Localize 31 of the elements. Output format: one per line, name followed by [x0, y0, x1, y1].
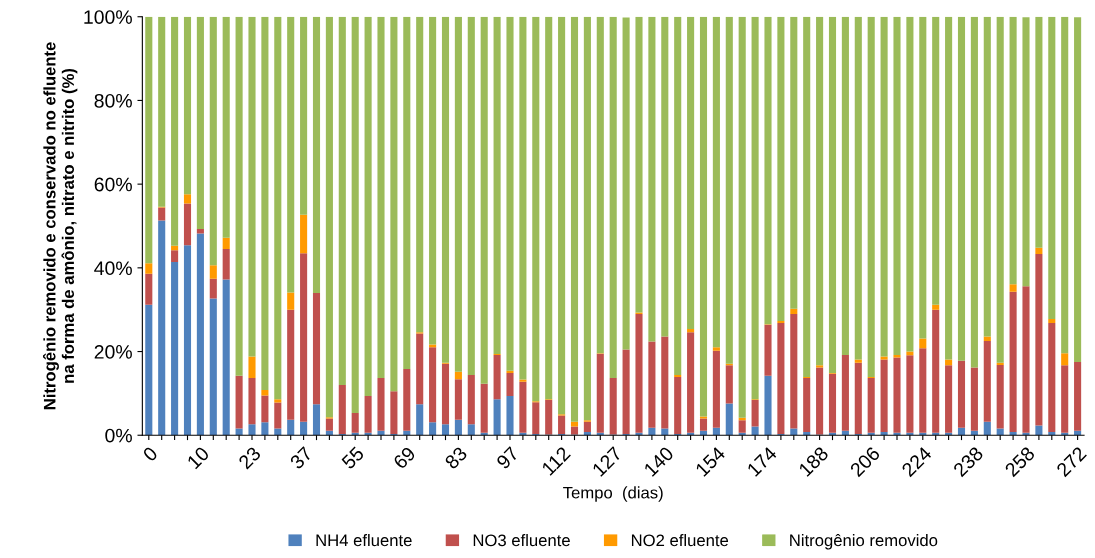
- x-tick-label: 97: [495, 446, 520, 470]
- legend-label: Nitrogênio removido: [790, 533, 938, 550]
- y-axis-title: Nitrogênio removido e conservado no efluente na forma de amônio, nitrato e nitrito (%): [42, 42, 78, 410]
- x-tick-label: 140: [643, 445, 675, 477]
- x-tick-label: 238: [952, 445, 984, 478]
- x-tick-label: 258: [1004, 445, 1036, 478]
- y-tick-label: 60%: [94, 177, 132, 192]
- x-tick-label: 23: [237, 445, 262, 470]
- y-tick-label: 40%: [94, 261, 132, 276]
- x-tick-label: 174: [746, 445, 778, 477]
- x-tick-label: 206: [849, 445, 881, 478]
- legend-label: NO2 efluente: [631, 533, 729, 547]
- y-tick-label: 0%: [105, 428, 132, 443]
- x-tick-label: 55: [340, 446, 365, 470]
- x-tick-label: 10: [186, 445, 210, 470]
- y-tick-label: 20%: [94, 345, 132, 359]
- y-tick-label: 100%: [84, 10, 132, 24]
- x-tick-label: 83: [444, 445, 468, 470]
- x-tick-label: 272: [1055, 446, 1087, 478]
- x-tick-label: 0: [142, 445, 159, 463]
- legend-label: NH4 efluente: [316, 533, 412, 547]
- x-axis-title: Tempo (dias): [563, 486, 663, 502]
- x-tick-label: 112: [541, 446, 571, 476]
- x-tick-label: 154: [695, 445, 727, 477]
- x-tick-label: 188: [798, 445, 830, 477]
- x-tick-label: 37: [289, 446, 314, 470]
- x-tick-label: 127: [591, 446, 623, 477]
- x-tick-label: 224: [900, 445, 933, 478]
- y-tick-label: 80%: [94, 93, 132, 108]
- legend-label: NO3 efluente: [473, 533, 570, 547]
- x-tick-label: 69: [392, 445, 417, 470]
